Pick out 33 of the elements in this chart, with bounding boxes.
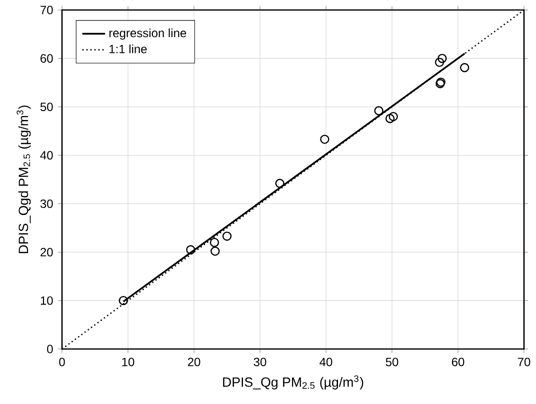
y-tick-label: 50 xyxy=(40,102,53,112)
x-tick-label: 20 xyxy=(188,358,200,366)
y-tick-label: 40 xyxy=(40,151,53,160)
x-tick-label: 60 xyxy=(452,358,464,366)
x-tick-label: 70 xyxy=(518,358,530,366)
point xyxy=(210,238,220,248)
point xyxy=(438,54,447,64)
legend-label: 1:1 line xyxy=(110,44,147,54)
x-tick-label: 50 xyxy=(386,358,398,366)
point xyxy=(275,178,284,188)
point xyxy=(222,232,232,241)
point xyxy=(388,112,398,122)
x-tick-label: 10 xyxy=(122,358,134,366)
y-tick-label: 30 xyxy=(40,199,53,208)
point xyxy=(320,134,330,144)
y-tick-label: 10 xyxy=(40,296,53,305)
x-tick-label: 0 xyxy=(59,358,65,366)
point xyxy=(186,245,196,254)
legend-label: regression line xyxy=(109,28,186,40)
point xyxy=(118,296,128,306)
point xyxy=(385,114,395,124)
point xyxy=(374,106,384,116)
point xyxy=(434,58,444,67)
point xyxy=(460,63,470,72)
point xyxy=(210,246,220,256)
y-tick-label: 0 xyxy=(47,344,53,354)
y-tick-label: 60 xyxy=(40,54,53,63)
y-axis-title: DPIS_Qgd PM$_{2.5}$ (µg/m$^{3}$) xyxy=(16,106,31,254)
x-tick-label: 40 xyxy=(320,358,332,366)
x-tick-label: 30 xyxy=(254,358,266,366)
x-axis-title: DPIS_Qg PM$_{2.5}$ (µg/m$^{3}$) xyxy=(223,375,364,390)
y-tick-label: 70 xyxy=(40,6,53,14)
y-tick-label: 20 xyxy=(40,248,53,256)
